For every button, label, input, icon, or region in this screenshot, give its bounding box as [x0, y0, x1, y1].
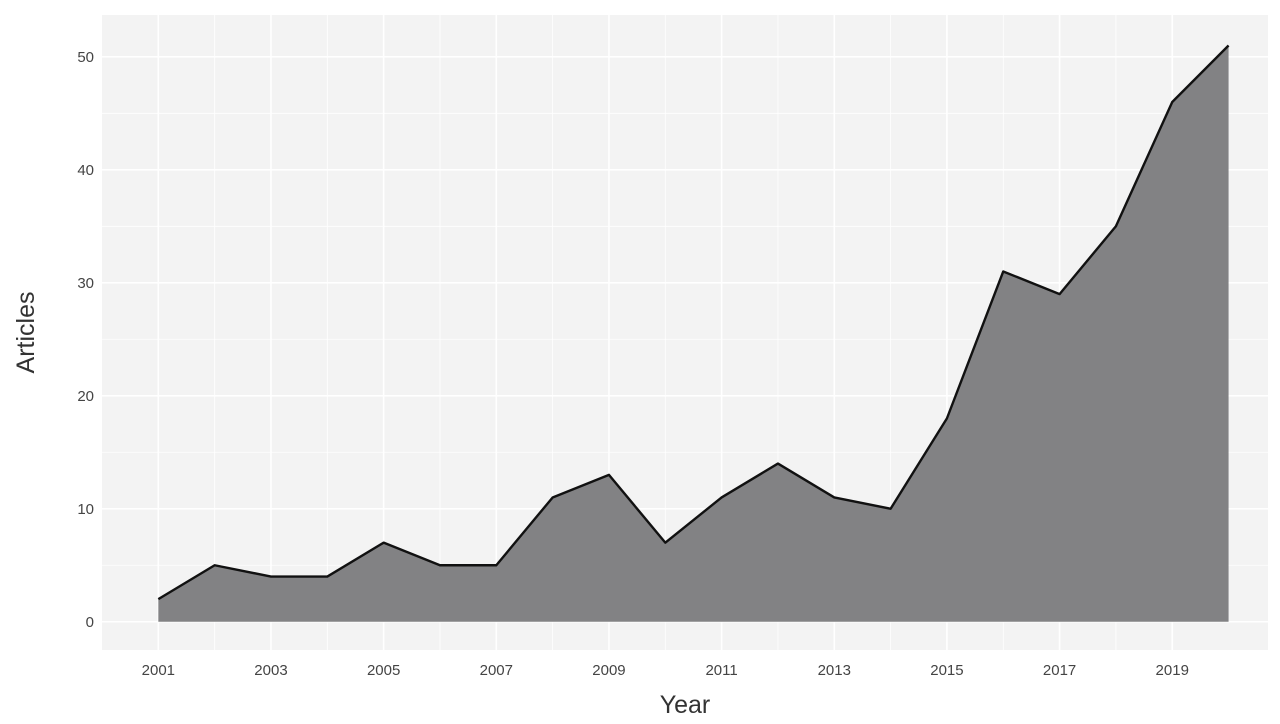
x-tick-label: 2019: [1156, 662, 1189, 679]
x-tick-label: 2017: [1043, 662, 1076, 679]
y-tick-label: 20: [77, 388, 94, 405]
x-axis-title: Year: [660, 691, 711, 719]
x-axis-tick-labels: 2001 2003 2005 2007 2009 2011 2013 2015 2017 2019: [142, 662, 1189, 679]
y-axis-tick-labels: 0 10 20 30 40 50: [77, 49, 94, 631]
x-tick-label: 2003: [254, 662, 287, 679]
y-tick-label: 40: [77, 162, 94, 179]
x-tick-label: 2005: [367, 662, 400, 679]
x-tick-label: 2015: [930, 662, 963, 679]
x-tick-label: 2001: [142, 662, 175, 679]
y-tick-label: 50: [77, 49, 94, 66]
x-tick-label: 2007: [480, 662, 513, 679]
x-tick-label: 2013: [818, 662, 851, 679]
x-tick-label: 2009: [592, 662, 625, 679]
y-axis-title: Articles: [12, 292, 40, 374]
y-tick-label: 0: [86, 614, 94, 631]
area-fill: [158, 45, 1229, 622]
series-line: [157, 44, 1230, 601]
y-tick-label: 30: [77, 275, 94, 292]
y-tick-label: 10: [77, 501, 94, 518]
x-tick-label: 2011: [705, 662, 737, 679]
